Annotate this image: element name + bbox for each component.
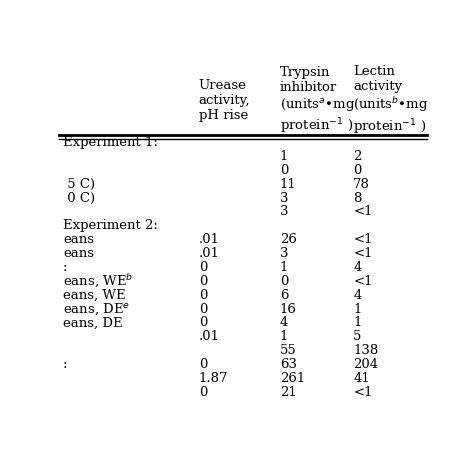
Text: eans, WE: eans, WE [63,289,126,302]
Text: 0: 0 [280,275,288,288]
Text: <1: <1 [353,206,373,219]
Text: 3: 3 [280,206,288,219]
Text: Experiment 1:: Experiment 1: [63,136,158,149]
Text: Trypsin
inhibitor
(units$^a$•mg
protein$^{-1}$ ): Trypsin inhibitor (units$^a$•mg protein$… [280,66,355,136]
Text: 0: 0 [280,164,288,177]
Text: 78: 78 [353,178,370,191]
Text: 6: 6 [280,289,288,302]
Text: :: : [63,358,67,371]
Text: Urease
activity,
pH rise: Urease activity, pH rise [199,79,250,122]
Text: 16: 16 [280,302,297,316]
Text: .01: .01 [199,247,220,260]
Text: eans: eans [63,247,94,260]
Text: 138: 138 [353,344,378,357]
Text: eans, WE$^b$: eans, WE$^b$ [63,273,133,290]
Text: 2: 2 [353,150,362,163]
Text: 4: 4 [353,289,362,302]
Text: 1: 1 [280,150,288,163]
Text: 11: 11 [280,178,296,191]
Text: 5 C): 5 C) [63,178,95,191]
Text: 1: 1 [280,330,288,343]
Text: 0: 0 [199,302,207,316]
Text: :: : [63,261,67,274]
Text: 0: 0 [353,164,362,177]
Text: 41: 41 [353,372,370,385]
Text: eans: eans [63,233,94,246]
Text: 1: 1 [353,317,362,329]
Text: 4: 4 [280,317,288,329]
Text: 0: 0 [199,261,207,274]
Text: 1.87: 1.87 [199,372,228,385]
Text: <1: <1 [353,247,373,260]
Text: 204: 204 [353,358,378,371]
Text: 1: 1 [280,261,288,274]
Text: 0: 0 [199,275,207,288]
Text: eans, DE$^e$: eans, DE$^e$ [63,301,130,317]
Text: 55: 55 [280,344,296,357]
Text: 63: 63 [280,358,297,371]
Text: <1: <1 [353,233,373,246]
Text: Experiment 2:: Experiment 2: [63,219,158,232]
Text: <1: <1 [353,275,373,288]
Text: 261: 261 [280,372,305,385]
Text: 0 C): 0 C) [63,191,95,205]
Text: 0: 0 [199,358,207,371]
Text: .01: .01 [199,233,220,246]
Text: 0: 0 [199,386,207,399]
Text: .01: .01 [199,330,220,343]
Text: <1: <1 [353,386,373,399]
Text: 26: 26 [280,233,297,246]
Text: 3: 3 [280,247,288,260]
Text: 0: 0 [199,317,207,329]
Text: 5: 5 [353,330,362,343]
Text: 0: 0 [199,289,207,302]
Text: 1: 1 [353,302,362,316]
Text: 8: 8 [353,191,362,205]
Text: 3: 3 [280,191,288,205]
Text: Lectin
activity
(units$^b$•mg
protein$^{-1}$ ): Lectin activity (units$^b$•mg protein$^{… [353,64,428,137]
Text: eans, DE: eans, DE [63,317,123,329]
Text: 4: 4 [353,261,362,274]
Text: 21: 21 [280,386,296,399]
